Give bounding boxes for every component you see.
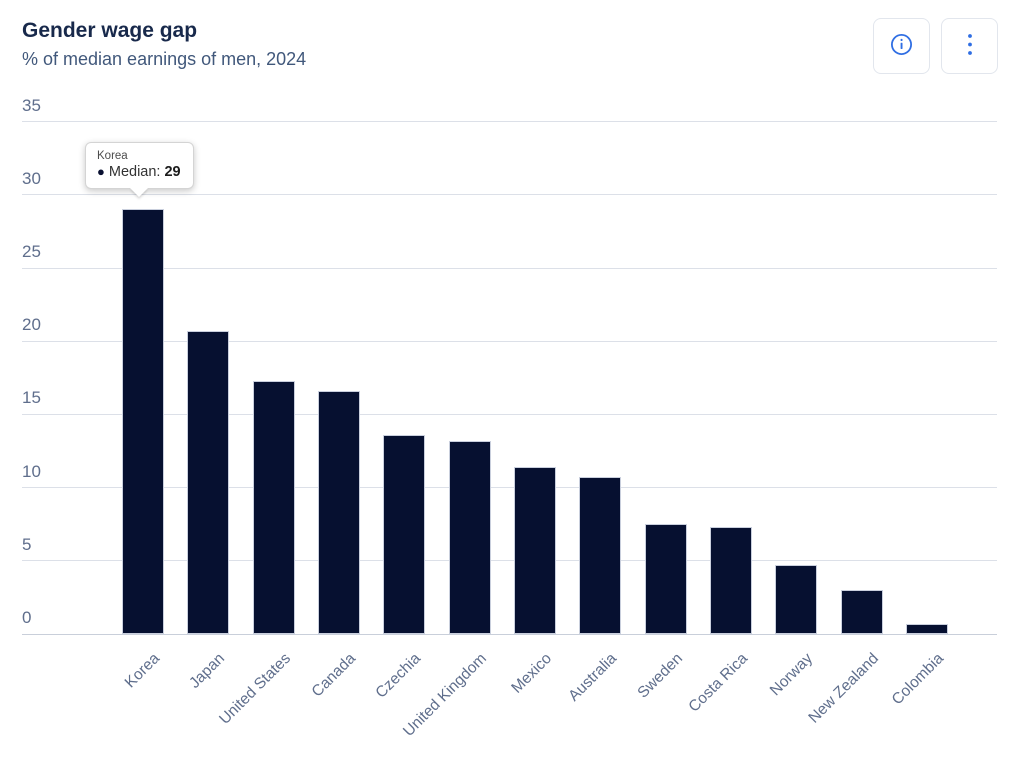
- bar-united-states[interactable]: [252, 380, 295, 634]
- bar-costa-rica[interactable]: [709, 527, 752, 634]
- bar-united-kingdom[interactable]: [448, 440, 491, 634]
- kebab-menu-icon: [966, 32, 974, 61]
- info-icon: [890, 33, 913, 59]
- kebab-menu-button[interactable]: [941, 18, 998, 74]
- y-axis-tick-label: 25: [22, 242, 41, 261]
- bar-canada[interactable]: [317, 390, 360, 634]
- bar-new-zealand[interactable]: [840, 590, 883, 634]
- info-button[interactable]: [873, 18, 930, 74]
- y-axis-tick-label: 30: [22, 168, 41, 188]
- y-axis-tick-label: 15: [22, 388, 41, 408]
- y-axis-tick-label: 20: [22, 315, 41, 335]
- chart-header: Gender wage gap % of median earnings of …: [22, 18, 306, 71]
- bar-mexico[interactable]: [513, 467, 556, 634]
- y-axis-tick-label: 10: [22, 461, 41, 481]
- tooltip-country: Korea: [97, 150, 128, 162]
- y-axis-tick-label: 5: [22, 534, 32, 554]
- gridline-35: [22, 121, 997, 123]
- gridline-15: [22, 413, 997, 415]
- tooltip-value: 29: [164, 164, 181, 180]
- gridline-0: [22, 633, 997, 635]
- bar-czechia[interactable]: [383, 434, 426, 634]
- x-axis-label-korea: Korea: [121, 650, 164, 692]
- bar-australia[interactable]: [579, 477, 622, 634]
- bar-colombia[interactable]: [905, 623, 948, 634]
- gridline-5: [22, 560, 997, 562]
- bar-korea[interactable]: [122, 209, 164, 634]
- tooltip: Korea ● Median: 29: [85, 142, 194, 189]
- chart-actions: [873, 18, 998, 74]
- bar-japan[interactable]: [187, 330, 230, 634]
- y-axis-tick-label: 35: [22, 95, 41, 115]
- y-axis-tick-label: 0: [22, 608, 32, 627]
- bar-sweden[interactable]: [644, 524, 687, 634]
- gridline-20: [22, 340, 997, 342]
- chart-title: Gender wage gap: [22, 19, 198, 42]
- series-marker-icon: ●: [97, 164, 105, 179]
- tooltip-value-line: ● Median: 29: [97, 164, 181, 180]
- gridline-10: [22, 487, 997, 489]
- tooltip-series-label: Median:: [108, 164, 161, 180]
- gridline-25: [22, 267, 997, 269]
- chart-subtitle: % of median earnings of men, 2024: [22, 49, 307, 69]
- gridline-30: [22, 194, 997, 196]
- bar-norway[interactable]: [775, 565, 818, 634]
